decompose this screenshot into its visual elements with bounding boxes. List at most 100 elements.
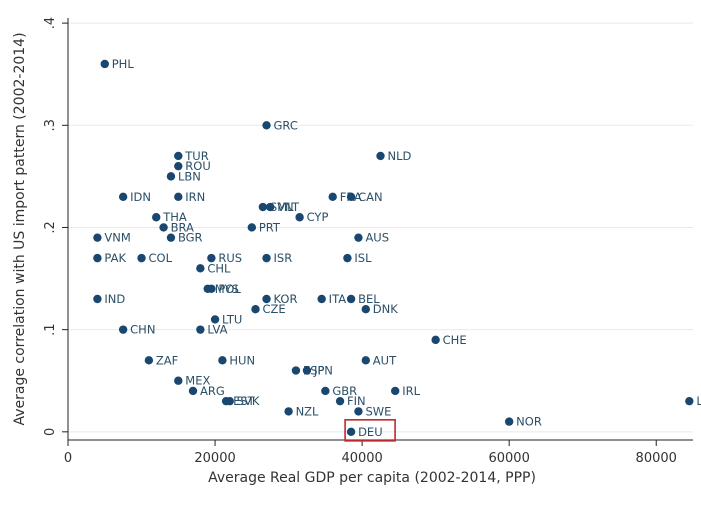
point-pol <box>207 284 216 293</box>
point-svn <box>258 202 268 212</box>
point-rus <box>207 253 216 263</box>
point-label-idn: IDN <box>130 190 151 204</box>
data-points: PHLGRCNLDTURROULBNIDNIRNFRACANSVNMLTCYPT… <box>93 57 701 439</box>
point-label-nld: NLD <box>388 149 412 163</box>
point-lux <box>685 396 694 406</box>
point-label-ltu: LTU <box>222 312 242 326</box>
point-arg <box>188 386 198 396</box>
point-label-can: CAN <box>358 190 383 204</box>
point-label-tur: TUR <box>184 149 208 163</box>
point-label-zaf: ZAF <box>156 353 178 367</box>
point-label-mex: MEX <box>185 374 210 388</box>
plot-area <box>68 18 693 440</box>
point-grc <box>262 121 271 130</box>
x-tick-label: 80000 <box>636 451 677 466</box>
point-label-bra: BRA <box>171 220 194 234</box>
point-hun <box>218 356 227 365</box>
grid-lines <box>68 22 693 433</box>
point-label-mys: MYS <box>215 282 239 296</box>
x-tick-label: 0 <box>64 451 72 466</box>
point-bel <box>346 294 356 304</box>
point-label-ind: IND <box>104 292 125 306</box>
point-nzl <box>284 407 293 416</box>
point-ita <box>317 294 326 304</box>
point-kor <box>262 294 271 304</box>
point-zaf <box>144 356 154 365</box>
x-tick-label: 60000 <box>488 451 529 466</box>
point-label-vnm: VNM <box>104 231 130 245</box>
point-label-lbn: LBN <box>178 169 201 183</box>
point-label-deu: DEU <box>358 425 383 439</box>
y-tick-label: .4 <box>43 17 58 29</box>
x-axis-ticks: 0 20000 40000 60000 80000 <box>64 440 677 466</box>
y-tick-label: .2 <box>43 221 58 233</box>
y-tick-label: .3 <box>43 119 58 131</box>
point-label-cyp: CYP <box>307 210 329 224</box>
point-che <box>431 335 440 345</box>
point-mlt <box>266 202 275 212</box>
point-lva <box>196 325 205 334</box>
point-label-pol: POL <box>218 282 241 296</box>
point-label-che: CHE <box>443 333 467 347</box>
point-cze <box>251 305 260 314</box>
point-nor <box>504 417 514 426</box>
point-col <box>137 253 146 263</box>
point-label-svk: SVK <box>237 394 260 408</box>
point-vnm <box>93 233 102 242</box>
point-prt <box>247 223 257 232</box>
point-irl <box>391 386 400 396</box>
point-ind <box>93 294 102 304</box>
point-fin <box>335 396 345 406</box>
y-tick-label: 0 <box>43 428 58 436</box>
point-cyp <box>295 213 304 222</box>
point-label-aus: AUS <box>365 231 389 245</box>
point-isl <box>343 253 352 263</box>
point-isr <box>262 253 271 263</box>
point-label-chl: CHL <box>207 261 231 275</box>
point-label-est: EST <box>233 394 256 408</box>
point-label-lva: LVA <box>207 323 227 337</box>
point-fra <box>328 192 337 202</box>
point-label-isl: ISL <box>354 251 372 265</box>
point-label-rus: RUS <box>218 251 242 265</box>
point-irn <box>174 192 183 202</box>
point-tha <box>152 213 161 222</box>
point-label-ita: ITA <box>329 292 347 306</box>
point-rou <box>174 161 183 171</box>
point-gbr <box>321 386 330 396</box>
point-ltu <box>210 315 220 324</box>
point-label-gbr: GBR <box>332 384 357 398</box>
point-tur <box>174 151 183 161</box>
point-svk <box>225 396 234 406</box>
point-aut <box>361 356 370 365</box>
point-label-tha: THA <box>162 210 187 224</box>
point-label-aut: AUT <box>373 353 397 367</box>
point-jpn <box>302 366 312 375</box>
point-label-arg: ARG <box>200 384 225 398</box>
point-label-swe: SWE <box>365 404 391 418</box>
y-axis-title: Average correlation with US import patte… <box>12 32 28 425</box>
point-label-isr: ISR <box>274 251 293 265</box>
y-tick-label: .1 <box>43 323 58 335</box>
point-esp <box>291 366 301 375</box>
point-nld <box>376 151 385 161</box>
point-label-phl: PHL <box>112 57 135 71</box>
highlight-box-deu <box>344 419 396 442</box>
point-can <box>346 192 356 202</box>
point-label-nzl: NZL <box>296 404 319 418</box>
point-dnk <box>361 305 370 314</box>
point-label-pak: PAK <box>104 251 126 265</box>
x-tick-label: 20000 <box>194 451 235 466</box>
y-axis-ticks: 0 .1 .2 .3 .4 <box>43 17 68 436</box>
point-label-cze: CZE <box>263 302 286 316</box>
point-chl <box>196 264 205 273</box>
point-chn <box>118 325 128 334</box>
point-label-mlt: MLT <box>277 200 300 214</box>
point-label-irl: IRL <box>402 384 420 398</box>
point-label-svn: SVN <box>270 200 294 214</box>
point-label-lux: LUX <box>696 394 701 408</box>
point-label-nor: NOR <box>516 415 542 429</box>
point-label-fin: FIN <box>347 394 366 408</box>
point-label-grc: GRC <box>274 118 298 132</box>
